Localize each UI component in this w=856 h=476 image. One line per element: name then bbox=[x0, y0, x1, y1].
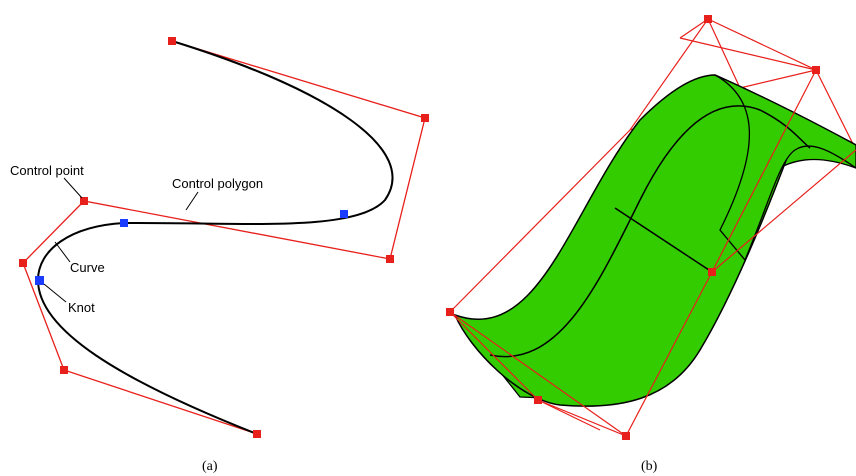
control-point bbox=[622, 432, 630, 440]
control-polygon-leader bbox=[185, 191, 199, 211]
control-point bbox=[421, 114, 429, 122]
bspline-curve bbox=[36, 40, 394, 435]
label-control-polygon: Control polygon bbox=[172, 176, 263, 191]
control-points-b bbox=[446, 15, 820, 440]
control-polygon bbox=[22, 40, 426, 435]
control-point bbox=[19, 259, 27, 267]
control-point bbox=[812, 66, 820, 74]
knot-marker bbox=[120, 219, 128, 227]
control-points bbox=[19, 37, 429, 438]
control-point bbox=[60, 366, 68, 374]
panel-a: Control point Control polygon Curve Knot… bbox=[10, 37, 429, 474]
control-point bbox=[253, 430, 261, 438]
caption-a: (a) bbox=[202, 459, 218, 474]
isoparam-curve-long bbox=[489, 105, 811, 358]
control-point bbox=[708, 268, 716, 276]
caption-b: (b) bbox=[641, 459, 658, 474]
label-knot: Knot bbox=[68, 300, 95, 315]
control-point bbox=[386, 255, 394, 263]
control-point bbox=[704, 15, 712, 23]
control-point-leader bbox=[63, 177, 83, 199]
isoparam-curve-mid bbox=[614, 207, 713, 273]
knot-leader bbox=[43, 283, 67, 303]
surface-edge-ribbon bbox=[714, 74, 856, 262]
knot-marker bbox=[35, 276, 44, 285]
curve-leader bbox=[54, 241, 71, 263]
control-point bbox=[80, 197, 88, 205]
panel-b: (b) bbox=[446, 15, 856, 474]
label-curve: Curve bbox=[70, 260, 105, 275]
knots bbox=[35, 210, 348, 285]
control-point bbox=[534, 396, 542, 404]
control-point bbox=[446, 308, 454, 316]
knot-marker bbox=[340, 210, 348, 218]
label-control-point: Control point bbox=[10, 163, 84, 178]
control-point bbox=[168, 37, 176, 45]
